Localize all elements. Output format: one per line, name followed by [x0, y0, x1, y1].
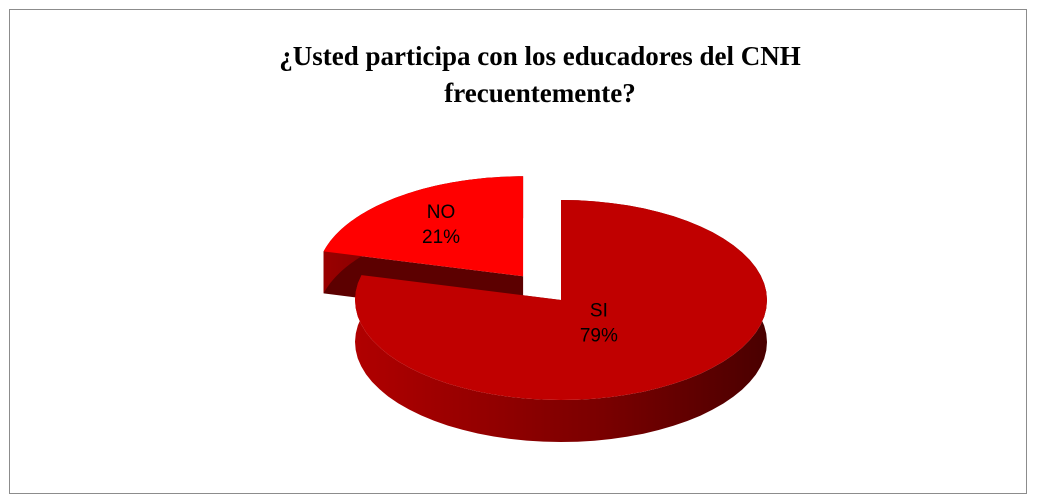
slice-label: NO — [427, 202, 456, 223]
slice-label: SI — [590, 301, 608, 322]
slice — [323, 176, 524, 277]
slice — [355, 200, 767, 400]
chart-title: ¿Usted participa con los educadores del … — [279, 41, 801, 108]
slice-value-label: 21% — [422, 227, 460, 248]
slice-value-label: 79% — [580, 326, 618, 347]
chart-frame — [9, 9, 1027, 494]
